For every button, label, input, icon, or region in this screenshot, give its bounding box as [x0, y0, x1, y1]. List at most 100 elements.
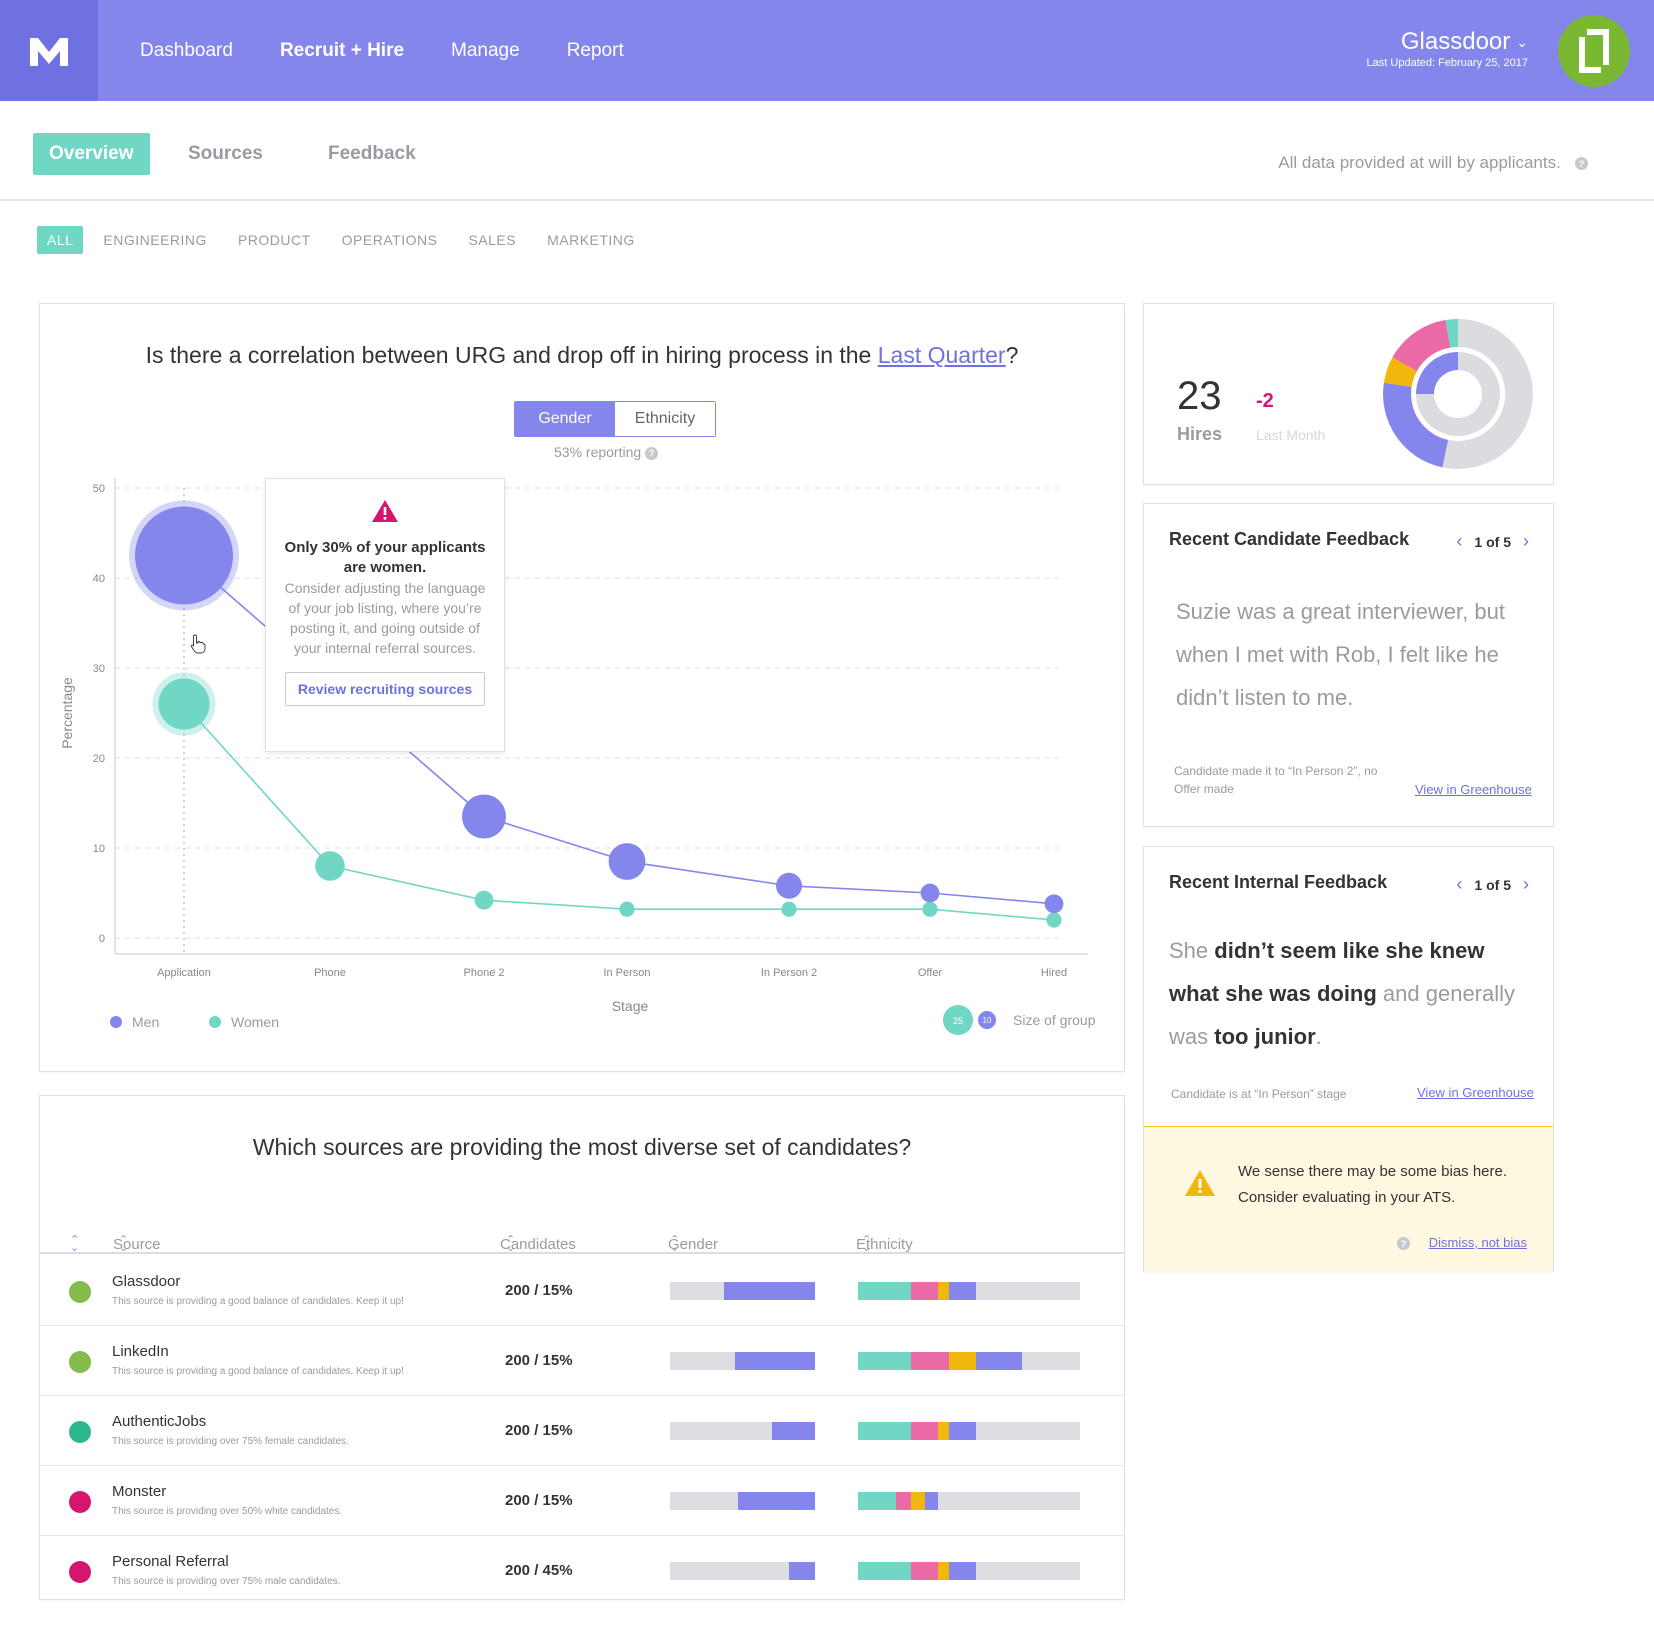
y-axis-label: Percentage [59, 677, 75, 749]
col-candidates-label: Candidates [500, 1236, 576, 1253]
legend-men: Men [110, 1014, 159, 1030]
data-point-men [608, 843, 646, 880]
legend-size: 25 10 Size of group [943, 1004, 1096, 1036]
gender-bar-segment [738, 1492, 815, 1510]
ethnicity-bar-segment [858, 1352, 912, 1370]
y-tick-label: 0 [99, 933, 105, 945]
toggle-gender[interactable]: Gender [515, 402, 615, 436]
gender-bar-segment [771, 1422, 815, 1440]
nav-recruit-hire[interactable]: Recruit + Hire [279, 39, 405, 61]
ethnicity-bar-segment [924, 1492, 938, 1510]
x-tick-label: Phone [314, 967, 346, 979]
last-quarter-link[interactable]: Last Quarter [877, 342, 1006, 368]
ethnicity-bar-segment [937, 1562, 949, 1580]
filter-operations[interactable]: OPERATIONS [341, 232, 438, 248]
bias-alert: We sense there may be some bias here. Co… [1144, 1126, 1553, 1272]
y-tick-label: 20 [93, 753, 105, 765]
view-in-greenhouse-link[interactable]: View in Greenhouse [1415, 782, 1532, 797]
gender-bar-segment [670, 1562, 789, 1580]
hires-donut-chart [1383, 318, 1533, 469]
table-row[interactable]: Monster This source is providing over 50%… [40, 1466, 1124, 1536]
filter-sales[interactable]: SALES [468, 232, 517, 248]
data-point-women [474, 890, 494, 910]
nav-dashboard[interactable]: Dashboard [140, 39, 233, 61]
ethnicity-bar-segment [911, 1282, 938, 1300]
review-sources-button[interactable]: Review recruiting sources [285, 672, 485, 706]
table-row[interactable]: LinkedIn This source is providing a good … [40, 1326, 1124, 1396]
help-icon[interactable]: ? [1397, 1237, 1410, 1250]
ethnicity-bar-segment [911, 1422, 938, 1440]
chevron-left-icon[interactable]: ‹ [1456, 531, 1463, 551]
size-legend-label: Size of group [1013, 1012, 1096, 1028]
donut-outer-pink [1392, 320, 1451, 372]
data-point-women [1046, 912, 1062, 928]
candidate-meta: Candidate made it to “In Person 2”, no O… [1174, 764, 1378, 796]
source-status-dot [69, 1491, 91, 1513]
nav-report[interactable]: Report [566, 39, 624, 61]
tooltip-headline: Only 30% of your applicants are women. [284, 539, 486, 576]
filter-product[interactable]: PRODUCT [237, 232, 311, 248]
legend-women: Women [209, 1014, 279, 1030]
donut-outer-yellow [1383, 357, 1417, 387]
hires-delta-label: Last Month [1256, 427, 1326, 443]
logo[interactable] [0, 0, 98, 101]
pager-text: 1 of 5 [1474, 533, 1511, 550]
data-point-women [315, 851, 345, 881]
tab-sources[interactable]: Sources [188, 143, 263, 164]
table-row[interactable]: Personal Referral This source is providin… [40, 1536, 1124, 1606]
gender-bar-segment [670, 1352, 736, 1370]
sort-icon[interactable]: ⌃ ⌄ [506, 1234, 516, 1254]
toggle-ethnicity[interactable]: Ethnicity [615, 402, 715, 436]
help-icon[interactable]: ? [645, 446, 659, 460]
tab-feedback[interactable]: Feedback [328, 143, 416, 164]
quote-highlight: didn’t seem like she knew what she was d… [1169, 938, 1485, 1006]
gender-bar [670, 1562, 815, 1580]
source-status-dot [69, 1561, 91, 1583]
table-row[interactable]: AuthenticJobs This source is providing ov… [40, 1396, 1124, 1466]
ethnicity-bar-segment [975, 1352, 1023, 1370]
tab-overview[interactable]: Overview [33, 133, 150, 175]
y-tick-label: 40 [93, 573, 105, 585]
filter-engineering[interactable]: ENGINEERING [103, 232, 207, 248]
donut-inner-grey [1416, 352, 1500, 436]
ethnicity-bar-segment [858, 1492, 896, 1510]
ethnicity-bar-segment [895, 1492, 912, 1510]
data-point-women [619, 901, 635, 917]
source-name: Monster [112, 1483, 167, 1500]
table-row[interactable]: Glassdoor This source is providing a good… [40, 1256, 1124, 1326]
ethnicity-bar [858, 1492, 1080, 1510]
x-tick-label: In Person 2 [761, 967, 817, 979]
ethnicity-bar [858, 1352, 1080, 1370]
filter-marketing[interactable]: MARKETING [547, 232, 635, 248]
y-tick-label: 10 [93, 843, 105, 855]
sort-icon[interactable]: ⌃ ⌄ [119, 1234, 129, 1254]
chart-title-text: Is there a correlation between URG and d… [145, 342, 878, 368]
quote-part: She [1169, 938, 1215, 963]
source-status-dot [69, 1281, 91, 1303]
view-in-greenhouse-link[interactable]: View in Greenhouse [1417, 1085, 1534, 1100]
help-icon[interactable]: ? [1575, 157, 1588, 171]
x-tick-label: Phone 2 [464, 967, 505, 979]
nav-manage[interactable]: Manage [451, 39, 520, 61]
urg-chart: 0 10 20 30 40 50 Application Phone Phone 2 In Per… [59, 478, 1088, 1014]
hires-delta: -2 [1256, 390, 1274, 412]
chart-title-suffix: ? [1005, 342, 1019, 368]
ethnicity-bar [858, 1282, 1080, 1300]
sort-icon[interactable]: ⌃ ⌄ [670, 1234, 680, 1254]
department-filters: ALL ENGINEERING PRODUCT OPERATIONS SALES… [37, 226, 666, 254]
avatar[interactable] [1558, 15, 1630, 87]
candidate-feedback-card: Recent Candidate Feedback ‹ 1 of 5 › Suz… [1143, 503, 1554, 827]
dismiss-bias-link[interactable]: Dismiss, not bias [1428, 1235, 1527, 1250]
sort-icon[interactable]: ⌃ ⌄ [862, 1234, 872, 1254]
chevron-right-icon[interactable]: › [1523, 531, 1529, 551]
chevron-left-icon[interactable]: ‹ [1456, 874, 1463, 894]
filter-all[interactable]: ALL [37, 226, 84, 254]
ethnicity-bar-segment [949, 1352, 976, 1370]
chart-title: Is there a correlation between URG and d… [40, 342, 1124, 369]
org-switcher[interactable]: Glassdoor ⌄ Last Updated: February 25, 20… [1367, 28, 1528, 69]
data-point-men [920, 883, 940, 903]
chevron-right-icon[interactable]: › [1523, 874, 1529, 894]
size-small-label: 10 [983, 1016, 992, 1025]
sub-tabs: Overview Sources Feedback All data provi… [0, 101, 1654, 201]
hires-count: 23 [1177, 374, 1222, 418]
